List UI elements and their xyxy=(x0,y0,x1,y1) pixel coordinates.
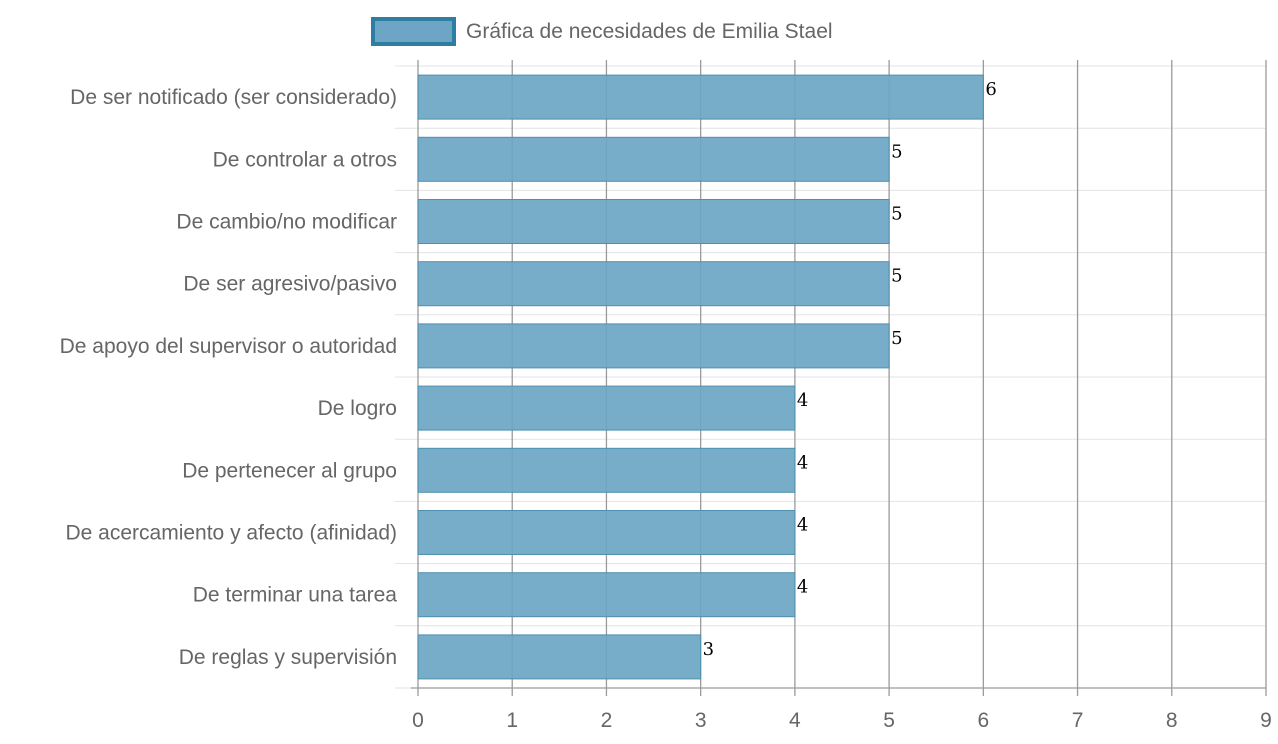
bar[interactable] xyxy=(417,136,890,182)
legend-swatch[interactable] xyxy=(371,17,456,46)
bars xyxy=(417,74,984,680)
data-label: 5 xyxy=(891,141,902,162)
bar[interactable] xyxy=(417,323,890,369)
x-tick-label: 8 xyxy=(1166,709,1178,732)
x-tick-label: 1 xyxy=(506,709,518,732)
category-label: De acercamiento y afecto (afinidad) xyxy=(66,522,398,545)
bar[interactable] xyxy=(417,199,890,244)
category-labels: De ser notificado (ser considerado) De co… xyxy=(60,86,398,669)
bar[interactable] xyxy=(417,261,890,307)
data-label: 4 xyxy=(797,515,808,536)
x-tick-label: 3 xyxy=(695,709,707,732)
data-label: 5 xyxy=(891,328,902,349)
bar[interactable] xyxy=(417,385,796,431)
category-label: De cambio/no modificar xyxy=(176,211,397,234)
x-tick-label: 6 xyxy=(977,709,989,732)
data-label: 6 xyxy=(985,79,996,100)
data-label: 3 xyxy=(703,639,714,660)
legend-label[interactable]: Gráfica de necesidades de Emilia Stael xyxy=(466,20,833,43)
x-tick-label: 0 xyxy=(412,709,424,732)
x-tick-label: 9 xyxy=(1260,709,1272,732)
data-label: 5 xyxy=(891,266,902,287)
value-labels: 6 5 5 5 5 4 4 4 4 3 xyxy=(703,79,997,660)
data-label: 4 xyxy=(797,452,808,473)
bar[interactable] xyxy=(417,634,702,680)
bar[interactable] xyxy=(417,510,796,555)
data-label: 4 xyxy=(797,390,808,411)
category-label: De apoyo del supervisor o autoridad xyxy=(60,335,397,358)
data-label: 4 xyxy=(797,577,808,598)
category-label: De terminar una tarea xyxy=(193,584,398,607)
category-label: De ser notificado (ser considerado) xyxy=(70,86,397,109)
x-tick-label: 7 xyxy=(1072,709,1084,732)
bar[interactable] xyxy=(417,74,984,120)
bar[interactable] xyxy=(417,572,796,618)
x-tick-label: 4 xyxy=(789,709,801,732)
category-label: De ser agresivo/pasivo xyxy=(183,273,397,296)
category-label: De pertenecer al grupo xyxy=(182,459,397,482)
category-label: De reglas y supervisión xyxy=(179,646,397,669)
x-tick-label: 5 xyxy=(883,709,895,732)
bar[interactable] xyxy=(417,447,796,493)
category-label: De logro xyxy=(318,397,397,420)
x-axis: 0 1 2 3 4 5 6 7 8 9 xyxy=(411,687,1272,732)
legend[interactable]: Gráfica de necesidades de Emilia Stael xyxy=(371,17,833,46)
x-tick-label: 2 xyxy=(601,709,613,732)
category-label: De controlar a otros xyxy=(213,148,397,171)
data-label: 5 xyxy=(891,204,902,225)
